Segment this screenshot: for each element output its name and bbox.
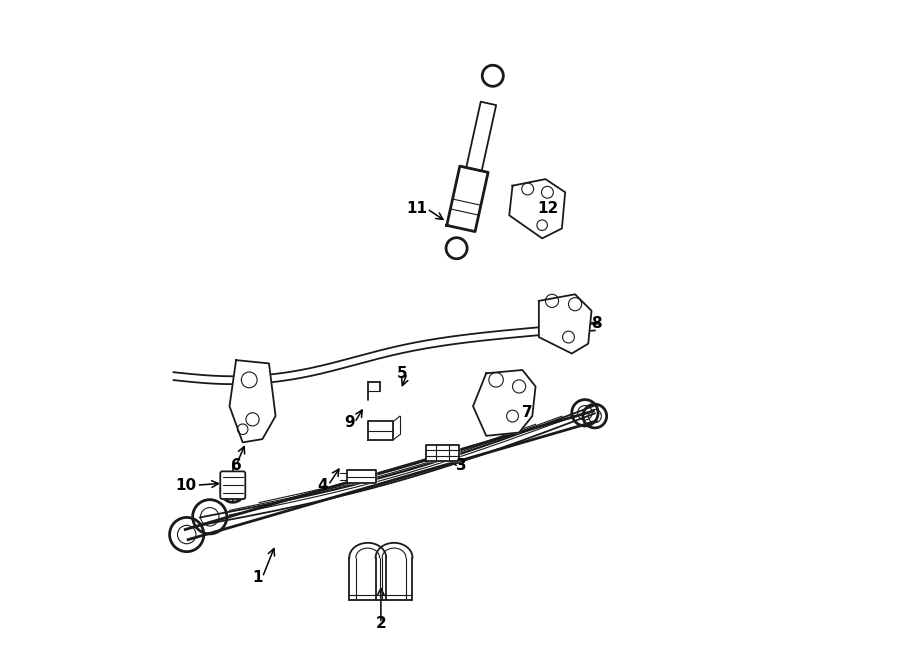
Text: 11: 11 <box>406 201 427 216</box>
Text: 5: 5 <box>397 366 407 381</box>
Polygon shape <box>346 470 375 483</box>
Text: 10: 10 <box>176 478 196 492</box>
Text: 3: 3 <box>455 458 466 473</box>
Polygon shape <box>509 179 565 239</box>
Polygon shape <box>368 421 393 440</box>
Text: 1: 1 <box>252 570 263 585</box>
Text: 6: 6 <box>230 458 241 473</box>
Polygon shape <box>539 294 591 354</box>
Polygon shape <box>466 102 496 171</box>
Polygon shape <box>426 445 459 461</box>
Polygon shape <box>185 411 597 539</box>
Text: 12: 12 <box>537 201 559 216</box>
Text: 2: 2 <box>375 616 386 631</box>
Text: 4: 4 <box>318 478 328 492</box>
FancyBboxPatch shape <box>220 471 246 499</box>
Text: 9: 9 <box>344 415 355 430</box>
Polygon shape <box>368 382 380 391</box>
Polygon shape <box>230 360 275 442</box>
Text: 8: 8 <box>590 317 601 331</box>
Text: 7: 7 <box>522 405 532 420</box>
Polygon shape <box>446 166 488 231</box>
Polygon shape <box>222 473 243 497</box>
Polygon shape <box>473 370 536 436</box>
